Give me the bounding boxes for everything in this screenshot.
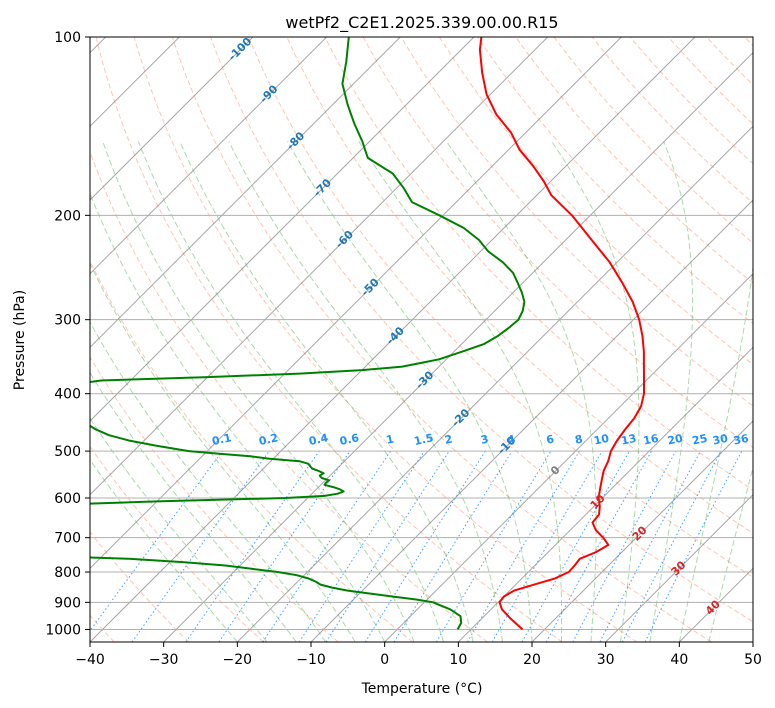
mixing-ratio-label: 36 bbox=[732, 432, 750, 448]
skewed-isotherm-line bbox=[90, 37, 475, 422]
y-tick-label: 200 bbox=[54, 208, 81, 224]
chart-title: wetPf2_C2E1.2025.339.00.00.R15 bbox=[285, 13, 558, 33]
dry-adiabat-line bbox=[133, 37, 638, 642]
x-tick-label: 50 bbox=[744, 652, 762, 668]
mixing-ratio-label: 13 bbox=[620, 432, 638, 448]
x-tick-label: 40 bbox=[670, 652, 688, 668]
mixing-ratio-label: 25 bbox=[691, 432, 709, 448]
skewed-isotherm-line bbox=[384, 272, 753, 642]
y-axis-ticks: 100 200 300 400 500 600 700 800 900 1000 bbox=[45, 30, 90, 638]
y-tick-label: 500 bbox=[54, 444, 81, 460]
mixing-ratio-label: 0.6 bbox=[338, 431, 360, 448]
dry-adiabat-line bbox=[90, 356, 339, 642]
mixing-ratio-line bbox=[185, 450, 320, 642]
skewed-isotherm-line bbox=[531, 420, 753, 642]
plot-area bbox=[90, 37, 753, 642]
dry-adiabat-line bbox=[90, 531, 190, 642]
y-axis-label: Pressure (hPa) bbox=[12, 290, 28, 390]
mixing-ratio-label: 8 bbox=[574, 433, 584, 447]
dry-adiabat-line bbox=[324, 37, 753, 491]
skewed-isotherm-line bbox=[236, 125, 753, 642]
y-tick-label: 600 bbox=[54, 491, 81, 507]
mixing-ratio-label: 16 bbox=[642, 432, 660, 448]
skewed-isotherm-line bbox=[90, 37, 696, 642]
plot-frame bbox=[89, 36, 754, 643]
y-tick-label: 300 bbox=[54, 313, 81, 329]
dry-adiabat-line bbox=[90, 150, 488, 642]
y-tick-label: 400 bbox=[54, 387, 81, 403]
dry-adiabat-line bbox=[210, 37, 753, 623]
skewed-isotherm-line bbox=[90, 37, 401, 349]
dry-adiabat-line bbox=[248, 37, 753, 578]
dry-adiabat-line bbox=[591, 37, 753, 204]
x-tick-label: 10 bbox=[449, 652, 467, 668]
y-tick-label: 1000 bbox=[45, 622, 81, 638]
y-tick-label: 800 bbox=[54, 565, 81, 581]
dry-adiabat-line bbox=[286, 37, 753, 534]
mixing-ratio-line bbox=[521, 450, 630, 642]
mixing-ratio-label: 0.4 bbox=[308, 431, 330, 448]
dry-adiabat-line bbox=[400, 37, 753, 407]
dry-adiabat-line bbox=[95, 37, 563, 642]
mixing-ratio-line bbox=[644, 450, 743, 642]
mixing-ratio-line bbox=[298, 450, 425, 642]
skewed-isotherm-line bbox=[90, 37, 254, 201]
skewed-isotherm-line bbox=[90, 37, 328, 275]
y-tick-label: 700 bbox=[54, 531, 81, 547]
x-tick-label: 20 bbox=[523, 652, 541, 668]
mixing-ratio-line bbox=[90, 450, 223, 632]
mixing-ratio-line bbox=[572, 450, 677, 642]
x-tick-label: 30 bbox=[597, 652, 615, 668]
dry-adiabat-line bbox=[477, 37, 753, 325]
mixing-ratio-label: 20 bbox=[666, 432, 684, 448]
x-tick-label: −40 bbox=[75, 652, 105, 668]
skewed-isotherm-line bbox=[90, 37, 549, 496]
mixing-ratio-line bbox=[218, 450, 351, 642]
temperature-profile-line bbox=[478, 37, 645, 631]
mixing-ratio-label: 2 bbox=[443, 433, 453, 447]
mixing-ratio-line bbox=[393, 450, 513, 642]
x-axis-ticks: −40 −30 −20 −10 0 10 20 30 40 50 bbox=[75, 642, 762, 668]
mixing-ratio-line bbox=[325, 450, 450, 642]
x-tick-label: −10 bbox=[296, 652, 326, 668]
skewed-isotherm-line bbox=[90, 37, 622, 570]
y-tick-label: 900 bbox=[54, 595, 81, 611]
dewpoint-profile-line bbox=[90, 37, 526, 630]
mixing-ratio-label: 10 bbox=[593, 432, 611, 448]
x-axis-label: Temperature (°C) bbox=[361, 681, 483, 697]
skewed-isotherm-line bbox=[457, 346, 753, 642]
mixing-ratio-label: 4 bbox=[506, 432, 517, 446]
x-tick-label: 0 bbox=[380, 652, 389, 668]
mixing-ratio-label: 30 bbox=[711, 432, 729, 448]
x-tick-label: −20 bbox=[223, 652, 253, 668]
y-tick-label: 100 bbox=[54, 30, 81, 46]
dry-adiabat-line bbox=[438, 37, 753, 366]
dry-adiabat-line bbox=[171, 37, 712, 642]
dry-adiabat-line bbox=[553, 37, 753, 244]
skewed-isotherm-line bbox=[310, 199, 753, 642]
mixing-ratio-label: 0.1 bbox=[211, 431, 233, 448]
mixing-ratio-label: 0.2 bbox=[258, 431, 280, 448]
mixing-ratio-line bbox=[262, 450, 392, 642]
mixing-ratio-label: 1.5 bbox=[413, 431, 435, 448]
mixing-ratio-label: 6 bbox=[545, 432, 556, 446]
mixing-ratio-line bbox=[131, 450, 270, 642]
skewed-isotherm-line bbox=[163, 51, 753, 642]
mixing-ratio-line bbox=[545, 450, 653, 642]
mixing-ratio-label: 3 bbox=[480, 433, 490, 447]
mixing-ratio-label: 1 bbox=[385, 433, 395, 447]
x-tick-label: −30 bbox=[149, 652, 179, 668]
dry-adiabat-line bbox=[90, 259, 414, 642]
sounding-profiles bbox=[90, 37, 645, 631]
skewed-isotherm-line bbox=[605, 493, 753, 642]
